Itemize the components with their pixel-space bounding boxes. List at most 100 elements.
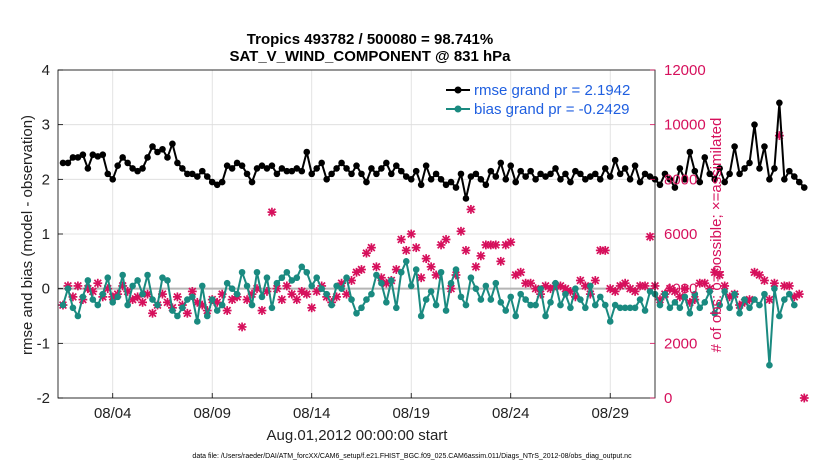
rmse-point	[258, 162, 266, 169]
bias-point	[388, 277, 395, 284]
rmse-point	[482, 181, 490, 189]
obs-count-point	[222, 306, 232, 315]
bias-point	[547, 299, 554, 306]
bias-point	[338, 285, 345, 292]
bias-point	[134, 277, 141, 284]
rmse-point	[134, 167, 141, 175]
rmse-point	[338, 159, 345, 167]
bias-point	[243, 282, 251, 290]
bias-point	[258, 293, 266, 301]
rmse-point	[328, 170, 335, 178]
obs-count-point	[715, 270, 725, 280]
rmse-point	[696, 178, 704, 186]
rmse-point	[776, 99, 783, 107]
bias-point	[636, 296, 644, 303]
rmse-point	[114, 162, 121, 169]
bias-point	[741, 296, 748, 303]
rmse-point	[596, 176, 604, 183]
bias-point	[472, 285, 480, 292]
rmse-point	[388, 170, 395, 178]
obs-count-point	[367, 243, 376, 253]
rmse-point	[363, 178, 370, 186]
bias-point	[427, 288, 435, 295]
bias-point	[477, 296, 485, 303]
rmse-point	[333, 165, 340, 172]
bias-point	[552, 279, 559, 287]
bias-point	[273, 279, 281, 287]
bias-point	[711, 309, 718, 317]
obs-count-point	[496, 256, 506, 266]
obs-count-point	[426, 262, 436, 272]
bias-point	[144, 271, 151, 279]
rmse-point	[268, 162, 276, 169]
obs-count-point	[406, 229, 416, 239]
bias-point	[164, 277, 171, 284]
rmse-point	[228, 165, 236, 172]
rmse-point	[457, 170, 465, 178]
bias-point	[771, 285, 778, 292]
rmse-point	[582, 176, 589, 183]
bias-point	[626, 304, 634, 312]
rmse-point	[198, 167, 206, 175]
bias-point	[572, 285, 579, 292]
rmse-point	[756, 165, 763, 172]
obs-count-point	[307, 303, 317, 313]
rmse-point	[736, 170, 743, 178]
bias-point	[328, 301, 335, 309]
rmse-point	[353, 162, 360, 169]
bias-point	[656, 301, 664, 309]
obs-count-point	[765, 295, 774, 305]
rmse-point	[592, 170, 599, 178]
bias-point	[686, 309, 694, 317]
bias-point	[691, 290, 699, 298]
bias-point	[223, 279, 231, 287]
bias-point	[104, 274, 112, 282]
obs-count-point	[172, 292, 182, 302]
rmse-point	[69, 154, 77, 161]
bias-point	[412, 266, 420, 273]
bias-point	[666, 304, 674, 312]
bias-point	[169, 307, 176, 314]
obs-count-point	[93, 278, 103, 288]
obs-count-point	[396, 235, 406, 244]
rmse-point	[442, 181, 450, 189]
rmse-point	[681, 176, 689, 183]
rmse-point	[89, 151, 97, 159]
obs-count-point	[630, 286, 640, 296]
rmse-point	[129, 165, 136, 172]
obs-count-point	[187, 286, 197, 296]
y-tick-label: 1	[42, 226, 50, 243]
bias-point	[467, 274, 475, 282]
y2-tick-label: 6000	[664, 226, 697, 243]
bias-point	[482, 282, 490, 290]
rmse-point	[402, 173, 410, 180]
rmse-point	[194, 173, 201, 180]
obs-count-point	[640, 281, 650, 291]
obs-count-point	[476, 251, 486, 261]
bias-point	[781, 296, 788, 303]
rmse-point	[676, 165, 684, 172]
rmse-point	[164, 154, 171, 161]
bias-point	[139, 290, 146, 298]
rmse-point	[616, 170, 624, 178]
bias-point	[248, 301, 256, 309]
rmse-point	[308, 170, 316, 178]
bias-point	[532, 301, 539, 309]
y2-axis-label: # of obs: o=possible; ×=assimilated	[708, 118, 725, 353]
obs-count-point	[590, 276, 600, 285]
bias-point	[462, 301, 470, 309]
bias-point	[736, 309, 743, 317]
obs-count-point	[357, 265, 366, 274]
bias-point	[452, 266, 460, 273]
bias-point	[611, 301, 619, 309]
y-axis-label: rmse and bias (model - observation)	[19, 115, 36, 355]
bias-point	[746, 304, 753, 312]
rmse-point	[99, 151, 107, 159]
obs-count-point	[680, 284, 690, 294]
rmse-point	[800, 184, 808, 191]
rmse-point	[139, 165, 146, 172]
rmse-point	[149, 143, 156, 150]
rmse-point	[537, 170, 544, 178]
rmse-point	[646, 173, 654, 180]
obs-count-point	[600, 245, 610, 255]
